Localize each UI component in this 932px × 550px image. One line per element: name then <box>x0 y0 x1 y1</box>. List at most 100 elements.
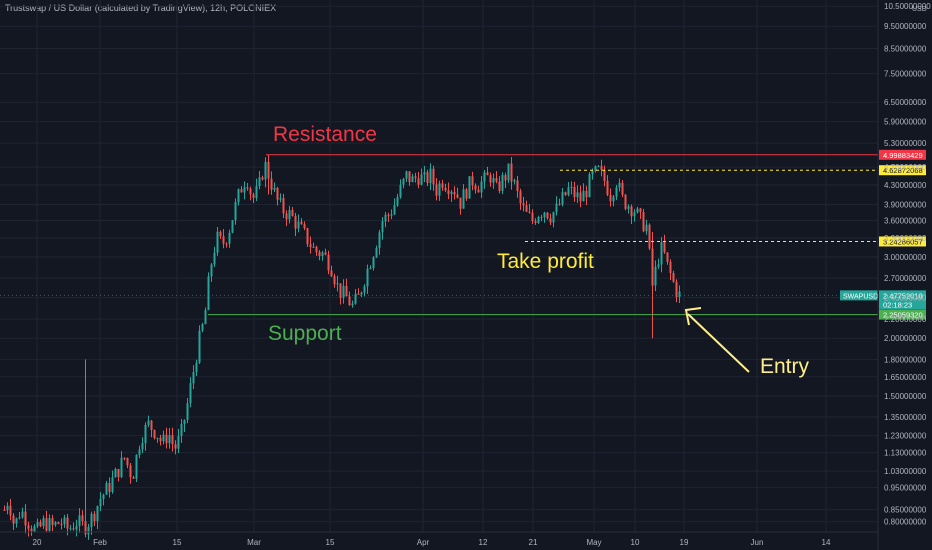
candle <box>309 236 312 254</box>
candle <box>573 181 576 202</box>
candle-body <box>660 242 663 265</box>
candle <box>546 212 549 220</box>
candle-body <box>666 252 669 262</box>
candle <box>120 451 123 479</box>
chart-title: Trustswap / US Dollar (calculated by Tra… <box>5 3 277 13</box>
candle <box>435 178 438 201</box>
time-axis[interactable]: 20 Feb 15 Mar 15 Apr 12 21 May 10 19 Jun 14 <box>0 531 878 547</box>
candle-body <box>21 511 24 518</box>
candle <box>618 178 621 192</box>
candle <box>294 212 297 237</box>
candle-body <box>231 220 234 233</box>
resistance-label: Resistance <box>273 123 377 146</box>
candle <box>504 172 507 189</box>
candle-body <box>165 434 168 444</box>
candle <box>375 245 378 259</box>
candle <box>306 227 309 248</box>
candle-body <box>360 292 363 295</box>
time-tick-label: Apr <box>417 538 430 547</box>
take-profit-label: Take profit <box>497 250 594 273</box>
candle-body <box>654 266 657 286</box>
candle-body <box>228 232 231 244</box>
candle-body <box>585 190 588 198</box>
candle-body <box>378 232 381 249</box>
candle-body <box>333 276 336 285</box>
candle-body <box>591 170 594 175</box>
candle-body <box>519 191 522 204</box>
candle <box>33 524 36 533</box>
candle <box>147 415 150 428</box>
candle-body <box>441 183 444 188</box>
candle-body <box>270 178 273 190</box>
candle-body <box>300 221 303 225</box>
time-tick-label: 19 <box>680 538 689 547</box>
candle <box>594 165 597 173</box>
candle-body <box>582 190 585 202</box>
candle-body <box>435 184 438 196</box>
candle-body <box>480 181 483 193</box>
candle-body <box>54 522 57 525</box>
candle-body <box>126 458 129 466</box>
price-tick-label: 1.03000000 <box>884 467 927 476</box>
candle-body <box>48 518 51 531</box>
candle <box>669 259 672 281</box>
candle-body <box>144 425 147 444</box>
candle-body <box>453 191 456 195</box>
candle <box>48 514 51 533</box>
candle <box>129 462 132 484</box>
candle-body <box>66 517 69 529</box>
price-tick-label: 2.45000000 <box>884 294 927 303</box>
price-tick-label: 3.00000000 <box>884 253 927 262</box>
last-price-text: 2.47752010 <box>883 291 923 300</box>
candle-body <box>93 513 96 522</box>
candle-body <box>99 498 102 507</box>
candle-body <box>600 166 603 170</box>
candle-body <box>51 518 54 525</box>
price-axis[interactable]: 0.80000000 0.85000000 0.95000000 1.03000000… <box>877 0 931 550</box>
candle <box>537 215 540 225</box>
candle <box>114 467 117 478</box>
candle-body <box>510 163 513 182</box>
candle-body <box>72 528 75 530</box>
candle <box>237 188 240 206</box>
candle <box>630 204 633 224</box>
price-tick-label: 1.65000000 <box>884 373 927 382</box>
candle-body <box>153 430 156 439</box>
candle <box>555 196 558 216</box>
candle <box>72 522 75 531</box>
candle <box>81 510 84 526</box>
candle <box>132 475 135 479</box>
candle <box>225 242 228 248</box>
candle <box>543 211 546 223</box>
candle <box>318 250 321 261</box>
candle <box>204 307 207 325</box>
candle <box>162 430 165 445</box>
candle <box>291 207 294 217</box>
candle <box>30 525 33 536</box>
candle <box>192 365 195 390</box>
candle <box>486 166 489 176</box>
candle-body <box>678 291 681 298</box>
candle <box>198 325 201 364</box>
candle <box>522 196 525 212</box>
candle-body <box>651 248 654 286</box>
candle-body <box>561 192 564 205</box>
candle-body <box>495 178 498 182</box>
candle <box>423 165 426 183</box>
candle <box>600 159 603 177</box>
candle <box>288 205 291 224</box>
candle <box>27 521 30 537</box>
candle <box>492 173 495 189</box>
candle-body <box>615 187 618 197</box>
candle <box>387 212 390 223</box>
price-tick-label: 2.00000000 <box>884 334 927 343</box>
candle <box>168 428 171 449</box>
candle-body <box>612 196 615 202</box>
candle-body <box>573 186 576 198</box>
candle <box>495 171 498 184</box>
candle <box>93 510 96 526</box>
time-tick-label: 20 <box>33 538 42 547</box>
level-lines: 4.99883429 4.62872068 3.24286057 2.25059320… <box>0 149 926 320</box>
candle <box>645 219 648 235</box>
